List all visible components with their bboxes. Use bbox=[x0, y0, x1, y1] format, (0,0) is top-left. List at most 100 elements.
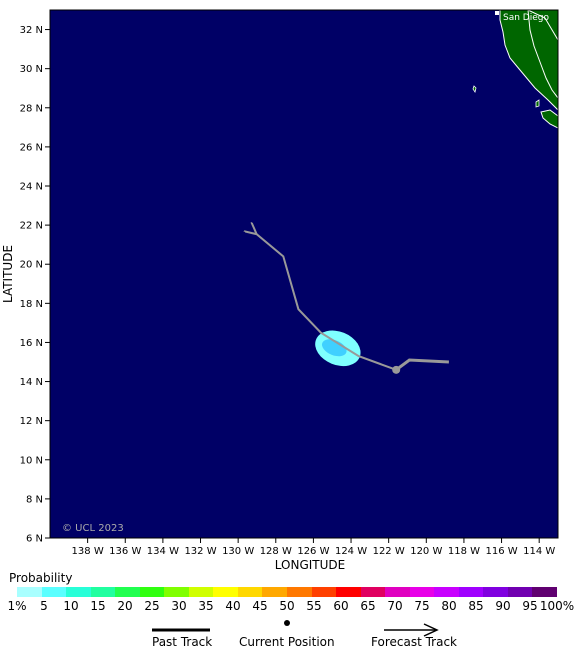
colorbar-swatch bbox=[237, 587, 263, 597]
longitude-axis: 138 W 136 W 134 W 132 W 130 W 128 W 126 W 124 W… bbox=[72, 538, 555, 557]
key-symbols bbox=[152, 620, 439, 637]
lat-tick-label: 6 N bbox=[26, 534, 43, 545]
probability-label: 15 bbox=[90, 599, 106, 613]
probability-label: 80 bbox=[441, 599, 457, 613]
colorbar-swatch bbox=[287, 587, 312, 597]
lat-tick-label: 12 N bbox=[20, 416, 43, 427]
probability-label: 85 bbox=[468, 599, 484, 613]
x-axis-title: LONGITUDE bbox=[275, 558, 345, 570]
lat-tick-label: 14 N bbox=[20, 377, 43, 388]
past-track-label: Past Track bbox=[152, 635, 213, 649]
forecast-map: 138 W 136 W 134 W 132 W 130 W 128 W 126 W 124 W… bbox=[1, 9, 559, 570]
probability-label: 40 bbox=[225, 599, 241, 613]
colorbar-swatch bbox=[41, 587, 67, 597]
lat-tick-label: 30 N bbox=[20, 64, 43, 75]
watermark: © UCL 2023 bbox=[62, 523, 124, 534]
lon-tick-label: 134 W bbox=[147, 546, 179, 557]
colorbar-swatch bbox=[262, 587, 288, 597]
probability-inner-area bbox=[321, 339, 347, 357]
lon-tick-label: 122 W bbox=[373, 546, 405, 557]
colorbar-swatch bbox=[483, 587, 508, 597]
lon-tick-label: 118 W bbox=[448, 546, 480, 557]
forecast-arrow-icon bbox=[423, 623, 439, 637]
colorbar-swatch bbox=[311, 587, 337, 597]
colorbar-swatch bbox=[385, 587, 410, 597]
colorbar-swatch bbox=[336, 587, 361, 597]
baja-peninsula-land bbox=[527, 10, 558, 99]
mainland-mexico-land bbox=[540, 109, 558, 129]
colorbar-swatch bbox=[213, 587, 238, 597]
island-land bbox=[472, 85, 477, 93]
land-layer bbox=[472, 10, 558, 129]
colorbar-swatch bbox=[66, 587, 91, 597]
probability-label: 35 bbox=[198, 599, 214, 613]
latitude-axis: 6 N 8 N 10 N 12 N 14 N 16 N 18 N 20 N 22 N 24 N 26… bbox=[20, 25, 50, 545]
track-key: Past Track Current Position Forecast Tra… bbox=[0, 620, 580, 654]
lat-tick-label: 26 N bbox=[20, 142, 43, 153]
colorbar-swatch bbox=[409, 587, 435, 597]
lon-tick-label: 114 W bbox=[523, 546, 555, 557]
probability-area bbox=[315, 330, 361, 367]
forecast-track-label: Forecast Track bbox=[371, 635, 457, 649]
probability-label: 10 bbox=[63, 599, 79, 613]
probability-label: 95 bbox=[522, 599, 538, 613]
colorbar-swatch bbox=[532, 587, 558, 597]
probability-label: 45 bbox=[252, 599, 268, 613]
colorbar-swatch bbox=[164, 587, 189, 597]
probability-label: 5 bbox=[40, 599, 48, 613]
lat-tick-label: 18 N bbox=[20, 299, 43, 310]
lat-tick-label: 20 N bbox=[20, 260, 43, 271]
lon-tick-label: 124 W bbox=[335, 546, 367, 557]
current-position-dot bbox=[392, 365, 401, 374]
lat-tick-label: 10 N bbox=[20, 455, 43, 466]
colorbar-swatch bbox=[507, 587, 533, 597]
colorbar-swatch bbox=[115, 587, 140, 597]
current-position-symbol bbox=[284, 620, 290, 626]
probability-label: 20 bbox=[117, 599, 133, 613]
probability-label: 100% bbox=[539, 599, 575, 613]
map-frame bbox=[49, 9, 559, 539]
past-track-line bbox=[395, 358, 449, 372]
probability-label: 25 bbox=[144, 599, 160, 613]
colorbar-swatch bbox=[360, 587, 386, 597]
colorbar-swatch bbox=[188, 587, 214, 597]
island-land bbox=[535, 99, 540, 108]
lat-tick-label: 22 N bbox=[20, 221, 43, 232]
lon-tick-label: 126 W bbox=[297, 546, 329, 557]
probability-label: 1% bbox=[7, 599, 27, 613]
lat-tick-label: 16 N bbox=[20, 338, 43, 349]
lat-tick-label: 28 N bbox=[20, 103, 43, 114]
probability-label: 55 bbox=[306, 599, 322, 613]
lon-tick-label: 130 W bbox=[222, 546, 254, 557]
lon-tick-label: 116 W bbox=[485, 546, 517, 557]
forecast-track-line bbox=[255, 233, 397, 371]
colorbar-swatch bbox=[434, 587, 459, 597]
colorbar-swatch bbox=[139, 587, 165, 597]
ocean-area bbox=[50, 10, 558, 538]
lat-tick-label: 8 N bbox=[26, 494, 43, 505]
y-axis-title: LATITUDE bbox=[1, 245, 15, 303]
probability-label: 75 bbox=[414, 599, 430, 613]
lon-tick-label: 138 W bbox=[72, 546, 104, 557]
city-marker bbox=[495, 11, 499, 15]
probability-colorbar bbox=[17, 587, 558, 597]
city-label: San Diego bbox=[503, 13, 549, 23]
probability-labels: 1% 5 10 15 20 25 30 35 40 45 50 55 60 65 70 75 80 85 90 95 1… bbox=[0, 599, 580, 613]
probability-label: 70 bbox=[387, 599, 403, 613]
legend-title: Probability bbox=[9, 571, 73, 585]
storm-track bbox=[255, 233, 449, 374]
probability-label: 30 bbox=[171, 599, 187, 613]
lon-tick-label: 132 W bbox=[184, 546, 216, 557]
probability-label: 50 bbox=[279, 599, 295, 613]
probability-label: 60 bbox=[333, 599, 349, 613]
lon-tick-label: 120 W bbox=[410, 546, 442, 557]
probability-label: 65 bbox=[360, 599, 376, 613]
colorbar-swatch bbox=[458, 587, 484, 597]
probability-label: 90 bbox=[495, 599, 511, 613]
colorbar-swatch bbox=[17, 587, 42, 597]
current-position-label: Current Position bbox=[239, 635, 335, 649]
lon-tick-label: 128 W bbox=[260, 546, 292, 557]
lat-tick-label: 32 N bbox=[20, 25, 43, 36]
lat-tick-label: 24 N bbox=[20, 182, 43, 193]
colorbar-swatch bbox=[90, 587, 116, 597]
